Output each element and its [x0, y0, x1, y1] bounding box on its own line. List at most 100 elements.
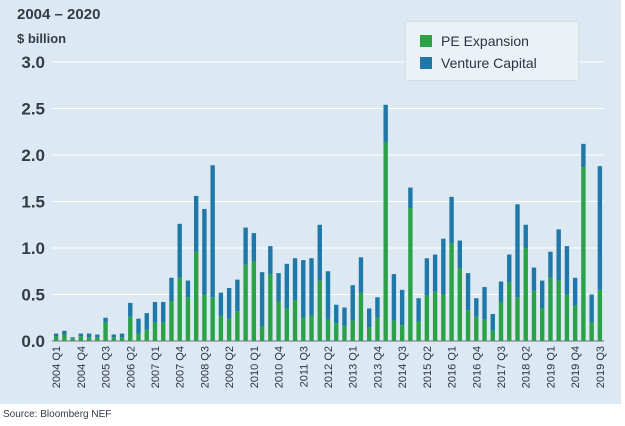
bar-venture-capital	[53, 336, 59, 341]
bar-venture-capital	[441, 294, 446, 341]
bar-pe-expansion	[399, 289, 405, 326]
bar-pe-expansion	[259, 272, 265, 327]
x-tick-label: 2004 Q4	[76, 346, 88, 388]
bar-venture-capital	[523, 248, 528, 341]
y-tick-label: 3.0	[21, 53, 45, 72]
bar-venture-capital	[78, 336, 84, 341]
bar-venture-capital	[408, 208, 413, 341]
bar-venture-capital	[177, 277, 182, 341]
bar-venture-capital	[399, 325, 405, 341]
bar-venture-capital	[391, 320, 397, 341]
chart-title: 2004 – 2020	[17, 6, 101, 23]
bar-pe-expansion	[86, 333, 92, 338]
bar-venture-capital	[507, 282, 512, 341]
bar-venture-capital	[482, 319, 487, 341]
bar-pe-expansion	[276, 273, 281, 302]
bar-venture-capital	[556, 280, 561, 341]
x-tick-label: 2013 Q1	[348, 346, 360, 388]
bar-venture-capital	[161, 322, 166, 341]
bar-venture-capital	[375, 317, 380, 341]
bar-pe-expansion	[243, 227, 248, 265]
bar-venture-capital	[572, 305, 578, 341]
bar-pe-expansion	[119, 333, 125, 338]
bar-venture-capital	[540, 308, 545, 341]
bar-pe-expansion	[78, 333, 84, 337]
bar-venture-capital	[490, 330, 495, 341]
bar-venture-capital	[292, 300, 298, 341]
legend-label-pe-expansion: PE Expansion	[441, 33, 529, 49]
bar-pe-expansion	[432, 254, 438, 292]
bar-pe-expansion	[597, 166, 603, 290]
x-tick-label: 2017 Q3	[496, 346, 508, 388]
bar-pe-expansion	[507, 254, 512, 283]
bar-pe-expansion	[334, 304, 339, 324]
bar-venture-capital	[457, 268, 463, 341]
bar-venture-capital	[243, 264, 248, 341]
bar-pe-expansion	[416, 298, 421, 322]
bar-pe-expansion	[564, 246, 570, 295]
bar-venture-capital	[350, 320, 355, 341]
bar-pe-expansion	[103, 317, 108, 323]
x-tick-label: 2007 Q1	[150, 346, 162, 388]
bar-pe-expansion	[515, 204, 520, 298]
bar-pe-expansion	[548, 251, 553, 278]
x-tick-label: 2008 Q3	[199, 346, 211, 388]
bar-pe-expansion	[391, 274, 397, 321]
bar-pe-expansion	[490, 314, 495, 331]
bar-pe-expansion	[268, 246, 273, 275]
bar-pe-expansion	[218, 292, 224, 316]
bar-pe-expansion	[383, 104, 388, 142]
x-tick-label: 2014 Q3	[397, 346, 409, 388]
bar-venture-capital	[86, 337, 92, 341]
x-tick-label: 2007 Q4	[175, 346, 187, 388]
bar-pe-expansion	[325, 271, 331, 320]
bar-pe-expansion	[457, 240, 463, 269]
bar-pe-expansion	[342, 307, 347, 327]
x-tick-label: 2019 Q4	[570, 346, 582, 388]
bar-pe-expansion	[482, 287, 487, 320]
bar-pe-expansion	[226, 287, 232, 319]
bar-pe-expansion	[169, 277, 174, 302]
bar-pe-expansion	[581, 143, 586, 168]
legend-item-pe-expansion: PE Expansion	[420, 33, 529, 49]
bar-venture-capital	[103, 322, 108, 341]
bar-pe-expansion	[408, 187, 413, 209]
bar-venture-capital	[70, 338, 75, 341]
x-tick-label: 2016 Q4	[471, 346, 483, 388]
x-tick-label: 2011 Q3	[298, 346, 310, 387]
bar-venture-capital	[342, 326, 347, 341]
x-tick-label: 2004 Q1	[51, 346, 63, 388]
y-tick-label: 2.5	[21, 100, 45, 119]
bar-pe-expansion	[53, 333, 59, 337]
bar-venture-capital	[251, 261, 257, 341]
bar-venture-capital	[128, 316, 133, 341]
bar-pe-expansion	[540, 280, 545, 309]
chart-legend: PE Expansion Venture Capital	[406, 22, 578, 80]
bar-venture-capital	[449, 243, 454, 341]
x-tick-label: 2010 Q4	[274, 346, 286, 388]
bar-pe-expansion	[301, 260, 306, 318]
bar-venture-capital	[334, 323, 339, 341]
bar-pe-expansion	[531, 267, 537, 291]
y-tick-label: 1.0	[21, 239, 45, 258]
bar-pe-expansion	[70, 337, 75, 339]
bar-venture-capital	[589, 322, 594, 341]
bar-pe-expansion	[474, 298, 479, 317]
x-tick-label: 2013 Q4	[372, 346, 384, 388]
bar-pe-expansion	[62, 330, 67, 335]
bar-venture-capital	[548, 277, 553, 341]
bar-pe-expansion	[350, 285, 355, 321]
bar-venture-capital	[383, 141, 388, 341]
bar-venture-capital	[193, 251, 199, 341]
bar-pe-expansion	[111, 334, 116, 338]
bar-venture-capital	[218, 315, 224, 341]
bar-venture-capital	[144, 329, 149, 341]
bar-venture-capital	[424, 295, 430, 341]
legend-item-venture-capital: Venture Capital	[420, 55, 537, 71]
y-tick-label: 0.5	[21, 286, 45, 305]
bar-pe-expansion	[309, 258, 314, 316]
y-tick-label: 2.0	[21, 146, 45, 165]
bar-venture-capital	[202, 294, 207, 341]
bar-pe-expansion	[251, 233, 257, 262]
